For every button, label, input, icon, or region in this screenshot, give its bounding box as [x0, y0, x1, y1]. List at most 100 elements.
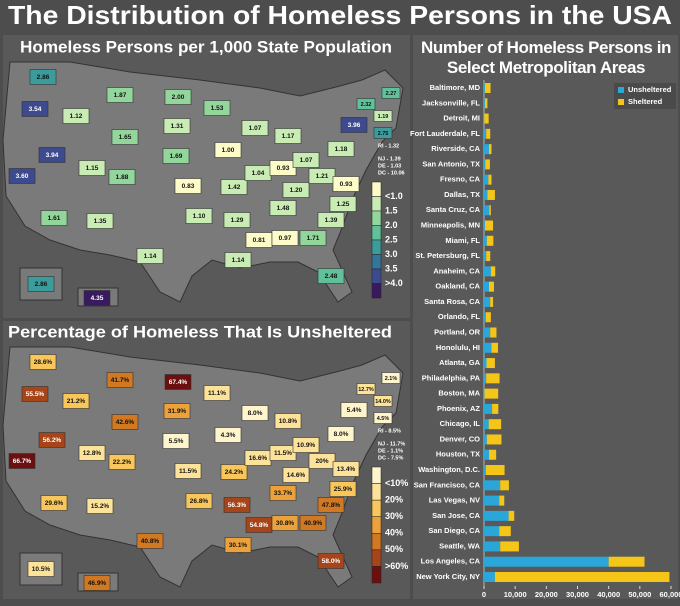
category-label: Riverside, CA: [431, 144, 480, 153]
main-title: The Distribution of Homeless Persons in …: [8, 0, 672, 30]
state-label: 16.6%: [249, 455, 268, 462]
category-label: Philadelphia, PA: [422, 373, 481, 382]
state-label: 1.20: [290, 187, 303, 194]
bar-segment: [489, 450, 496, 460]
bar-segment: [486, 465, 505, 475]
category-label: Portland, OR: [434, 327, 480, 336]
category-label: Fort Lauderdale, FL: [410, 129, 480, 138]
category-label: Chicago, IL: [440, 419, 481, 428]
legend-swatch: [372, 533, 381, 550]
category-label: San Francisco, CA: [414, 480, 481, 489]
bar-segment: [487, 190, 494, 200]
state-label: 55.5%: [26, 391, 45, 398]
state-label: 66.7%: [13, 458, 32, 465]
bar-segment: [486, 129, 490, 139]
callout: DE - 1.03: [378, 163, 401, 169]
bar-segment: [487, 434, 502, 444]
state-label: 1.88: [116, 174, 129, 181]
state-label: 0.97: [279, 235, 292, 242]
state-label: 4.35: [91, 295, 104, 302]
bar-segment: [484, 434, 487, 444]
callout: RI - 8.5%: [378, 428, 401, 434]
bar-segment: [499, 526, 511, 536]
legend-label: >4.0: [385, 278, 403, 288]
state-label: 0.83: [182, 183, 195, 190]
bar-segment: [490, 328, 496, 338]
category-label: Las Vegas, NV: [429, 496, 480, 505]
state-label: 41.7%: [111, 377, 130, 384]
state-label: 1.10: [193, 213, 206, 220]
state-label: 21.2%: [67, 398, 86, 405]
callout: DC - 10.06: [378, 170, 405, 176]
category-label: Baltimore, MD: [430, 83, 481, 92]
legend-swatch: [372, 566, 381, 583]
state-label: 1.04: [252, 170, 265, 177]
bar-segment: [484, 496, 499, 506]
state-label: 5.4%: [347, 407, 362, 414]
state-label: 1.29: [231, 217, 244, 224]
state-label: 3.94: [46, 152, 59, 159]
state-label: 3.60: [16, 173, 29, 180]
bar-segment: [484, 450, 489, 460]
callout: NJ - 11.7%: [378, 441, 405, 447]
state-label: 1.12: [70, 113, 83, 120]
bar-segment: [484, 526, 499, 536]
state-label: 3.54: [29, 106, 42, 113]
state-label: 4.3%: [221, 432, 236, 439]
state-label: 10.5%: [32, 566, 51, 573]
state-label: 1.39: [325, 217, 338, 224]
bar-segment: [489, 205, 491, 215]
x-tick-label: 20,000: [535, 590, 558, 599]
bar-segment: [487, 236, 494, 246]
state-label: 1.71: [307, 235, 320, 242]
bar-segment: [484, 297, 490, 307]
category-label: San Antonio, TX: [422, 159, 480, 168]
bar-segment: [500, 480, 509, 490]
state-label: 54.8%: [250, 522, 269, 529]
bar-segment: [500, 541, 519, 551]
bar-title: Number of Homeless Persons in Select Met…: [418, 38, 674, 78]
callout: DC - 7.5%: [378, 455, 403, 461]
bar-segment: [484, 282, 489, 292]
category-label: New York City, NY: [416, 572, 480, 581]
state-label: 67.4%: [169, 379, 188, 386]
bar-segment: [484, 98, 485, 108]
bar-segment: [484, 480, 500, 490]
bar-segment: [491, 266, 495, 276]
bar-segment: [489, 419, 501, 429]
state-label: 2.27: [386, 91, 397, 97]
x-tick-label: 0: [482, 590, 486, 599]
state-label: 1.53: [211, 105, 224, 112]
state-label: 2.48: [325, 273, 338, 280]
legend-label: Unsheltered: [628, 85, 672, 94]
bar-segment: [499, 496, 504, 506]
bar-segment: [485, 83, 491, 93]
state-label: 1.87: [114, 92, 127, 99]
category-label: Dallas, TX: [444, 190, 480, 199]
state-label: 58.0%: [322, 558, 341, 565]
bar-segment: [484, 144, 489, 154]
bar-segment: [484, 373, 486, 383]
state-label: 46.9%: [88, 580, 107, 587]
category-label: Denver, CO: [440, 434, 481, 443]
legend-swatch: [372, 284, 381, 299]
state-label: 1.19: [378, 114, 389, 120]
bar-segment: [485, 221, 493, 231]
category-label: Honolulu, HI: [436, 343, 480, 352]
state-label: 1.42: [228, 184, 241, 191]
category-label: Los Angeles, CA: [421, 557, 481, 566]
category-label: Seattle, WA: [439, 541, 480, 550]
legend-swatch: [372, 467, 381, 484]
state-label: 1.31: [171, 123, 184, 130]
state-label: 1.18: [335, 146, 348, 153]
state-label: 1.07: [300, 157, 313, 164]
legend-swatch: [372, 197, 381, 212]
category-label: Washington, D.C.: [418, 465, 480, 474]
bar-segment: [489, 144, 491, 154]
state-label: 8.0%: [248, 410, 263, 417]
legend-swatch: [372, 182, 381, 197]
bar-segment: [486, 312, 491, 322]
x-tick-label: 10,000: [504, 590, 527, 599]
bar-segment: [484, 236, 487, 246]
callout: RI - 1.32: [378, 143, 399, 149]
